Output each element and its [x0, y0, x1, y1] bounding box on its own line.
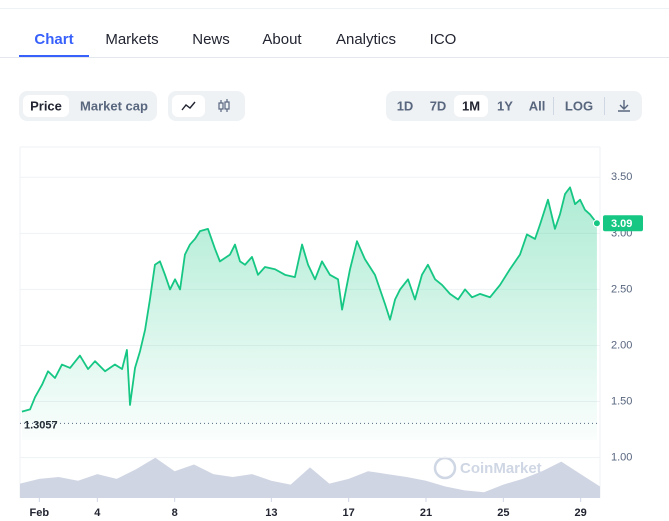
tab-rule: [0, 57, 669, 58]
watermark-logo: [433, 456, 457, 480]
last-price-badge: [603, 215, 643, 232]
range-button[interactable]: 1D: [396, 98, 414, 114]
range-button[interactable]: 1M: [461, 98, 481, 114]
x-tick-label: 13: [265, 507, 277, 519]
line-icon: [181, 101, 196, 111]
y-tick-label: 2.00: [611, 339, 632, 351]
download-icon[interactable]: [615, 97, 633, 115]
price-area: [21, 187, 597, 440]
line-style-button[interactable]: [172, 95, 205, 117]
range-button[interactable]: All: [528, 98, 546, 114]
y-tick-label: 3.50: [611, 171, 632, 183]
candle-icon[interactable]: [214, 97, 234, 115]
watermark: CoinMarket: [460, 460, 542, 477]
divider: [553, 97, 554, 115]
x-tick-label: 21: [420, 507, 432, 519]
y-tick-label: 1.50: [611, 395, 632, 407]
metric-button[interactable]: Price: [30, 98, 62, 114]
price-line: [21, 186, 598, 413]
top-rule: [0, 8, 669, 9]
divider: [604, 97, 605, 115]
y-tick-label: 1.00: [611, 452, 632, 464]
range-button[interactable]: 1Y: [497, 98, 513, 114]
tab[interactable]: News: [192, 31, 230, 48]
metric-button[interactable]: Market cap: [80, 98, 148, 114]
active-pill: [23, 95, 69, 117]
last-point: [592, 219, 601, 228]
tab[interactable]: Analytics: [335, 31, 397, 48]
x-tick-label: 4: [94, 507, 101, 519]
y-tick-label: 2.50: [611, 283, 632, 295]
log-button[interactable]: LOG: [564, 98, 594, 114]
last-price-label: 3.09: [611, 218, 632, 230]
tab-underline: [19, 55, 89, 57]
tab[interactable]: ICO: [429, 31, 457, 48]
tab[interactable]: Markets: [105, 31, 159, 48]
x-tick-label: 8: [172, 507, 178, 519]
range-toggle: [386, 91, 642, 121]
range-button[interactable]: 7D: [429, 98, 447, 114]
x-tick-label: 17: [343, 507, 355, 519]
volume-area: [20, 457, 600, 498]
active-pill: [454, 95, 488, 117]
x-tick-label: Feb: [30, 507, 50, 519]
chart-style-toggle: [168, 91, 245, 121]
tab[interactable]: About: [262, 31, 302, 48]
x-tick-label: 25: [497, 507, 509, 519]
x-tick-label: 29: [575, 507, 587, 519]
tab[interactable]: Chart: [34, 31, 74, 48]
